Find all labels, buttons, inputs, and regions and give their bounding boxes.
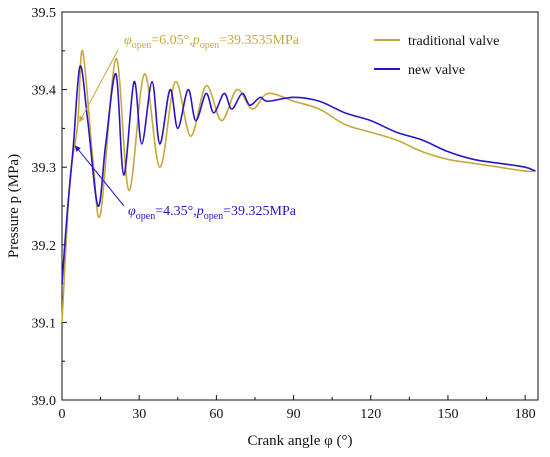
x-tick-label: 180 — [515, 407, 536, 422]
legend: traditional valve new valve — [374, 34, 499, 78]
x-tick-label: 60 — [209, 407, 223, 422]
annotation-label: φopen=4.35°,popen=39.325MPa — [128, 204, 297, 222]
y-tick-label: 39.5 — [32, 6, 57, 21]
annotation-label: φopen=6.05°,popen=39.3535MPa — [124, 33, 300, 51]
x-tick-label: 150 — [437, 407, 458, 422]
x-axis-title: Crank angle φ (°) — [247, 433, 352, 449]
ticks-layer: 0 30 60 90 120 150 180 39.0 39.1 39.2 39.3 39.4 39.5 — [32, 6, 536, 422]
series-line-new-valve — [61, 65, 536, 284]
x-tick-label: 0 — [59, 407, 66, 422]
y-tick-label: 39.1 — [32, 316, 57, 331]
annotation-arrow — [74, 145, 125, 207]
legend-label-new-valve: new valve — [408, 63, 465, 78]
legend-label-traditional-valve: traditional valve — [408, 34, 499, 49]
y-tick-label: 39.4 — [32, 84, 57, 99]
annotation-arrow — [79, 49, 119, 123]
y-tick-label: 39.3 — [32, 161, 57, 176]
y-tick-label: 39.2 — [32, 239, 57, 254]
x-tick-label: 120 — [360, 407, 381, 422]
y-tick-label: 39.0 — [32, 394, 57, 409]
y-axis-title: Pressure p (MPa) — [6, 154, 22, 258]
annotations-layer: φopen=6.05°,popen=39.3535MPa φopen=4.35°,… — [74, 33, 300, 222]
x-tick-label: 90 — [287, 407, 301, 422]
lines-layer — [61, 49, 536, 323]
x-tick-label: 30 — [132, 407, 146, 422]
series-line-traditional-valve — [61, 49, 536, 323]
